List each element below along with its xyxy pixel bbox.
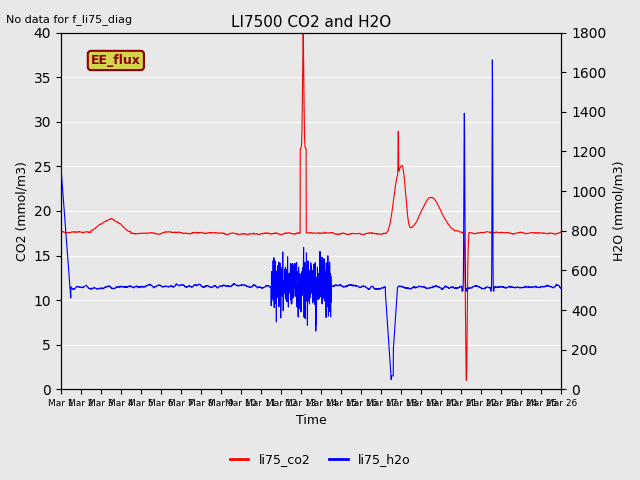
X-axis label: Time: Time	[296, 414, 326, 427]
Legend: li75_co2, li75_h2o: li75_co2, li75_h2o	[225, 448, 415, 471]
Y-axis label: H2O (mmol/m3): H2O (mmol/m3)	[612, 161, 625, 261]
Y-axis label: CO2 (mmol/m3): CO2 (mmol/m3)	[15, 161, 28, 261]
Title: LI7500 CO2 and H2O: LI7500 CO2 and H2O	[231, 15, 391, 30]
Text: No data for f_li75_diag: No data for f_li75_diag	[6, 14, 132, 25]
Text: EE_flux: EE_flux	[91, 54, 141, 67]
